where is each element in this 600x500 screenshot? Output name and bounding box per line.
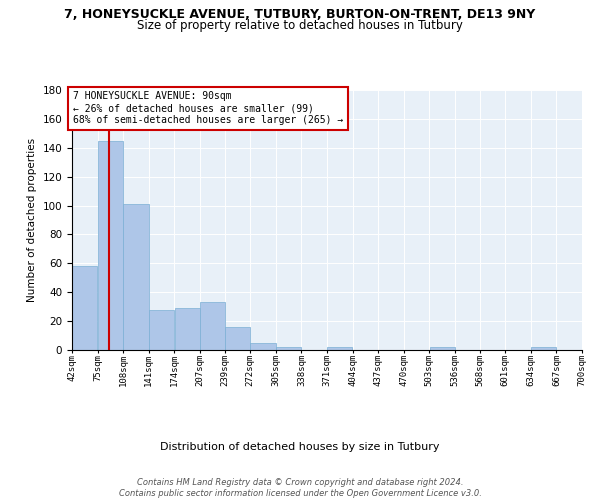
Text: Contains HM Land Registry data © Crown copyright and database right 2024.
Contai: Contains HM Land Registry data © Crown c… xyxy=(119,478,481,498)
Text: 7, HONEYSUCKLE AVENUE, TUTBURY, BURTON-ON-TRENT, DE13 9NY: 7, HONEYSUCKLE AVENUE, TUTBURY, BURTON-O… xyxy=(64,8,536,20)
Bar xyxy=(327,347,352,350)
Bar xyxy=(72,266,97,350)
Text: Distribution of detached houses by size in Tutbury: Distribution of detached houses by size … xyxy=(160,442,440,452)
Bar xyxy=(430,347,455,350)
Bar xyxy=(276,347,301,350)
Text: 7 HONEYSUCKLE AVENUE: 90sqm
← 26% of detached houses are smaller (99)
68% of sem: 7 HONEYSUCKLE AVENUE: 90sqm ← 26% of det… xyxy=(73,92,343,124)
Bar xyxy=(531,347,556,350)
Bar xyxy=(98,140,123,350)
Bar xyxy=(175,308,200,350)
Bar xyxy=(149,310,174,350)
Bar xyxy=(250,343,275,350)
Bar xyxy=(200,302,225,350)
Text: Size of property relative to detached houses in Tutbury: Size of property relative to detached ho… xyxy=(137,19,463,32)
Bar xyxy=(225,327,250,350)
Y-axis label: Number of detached properties: Number of detached properties xyxy=(27,138,37,302)
Bar xyxy=(124,204,149,350)
